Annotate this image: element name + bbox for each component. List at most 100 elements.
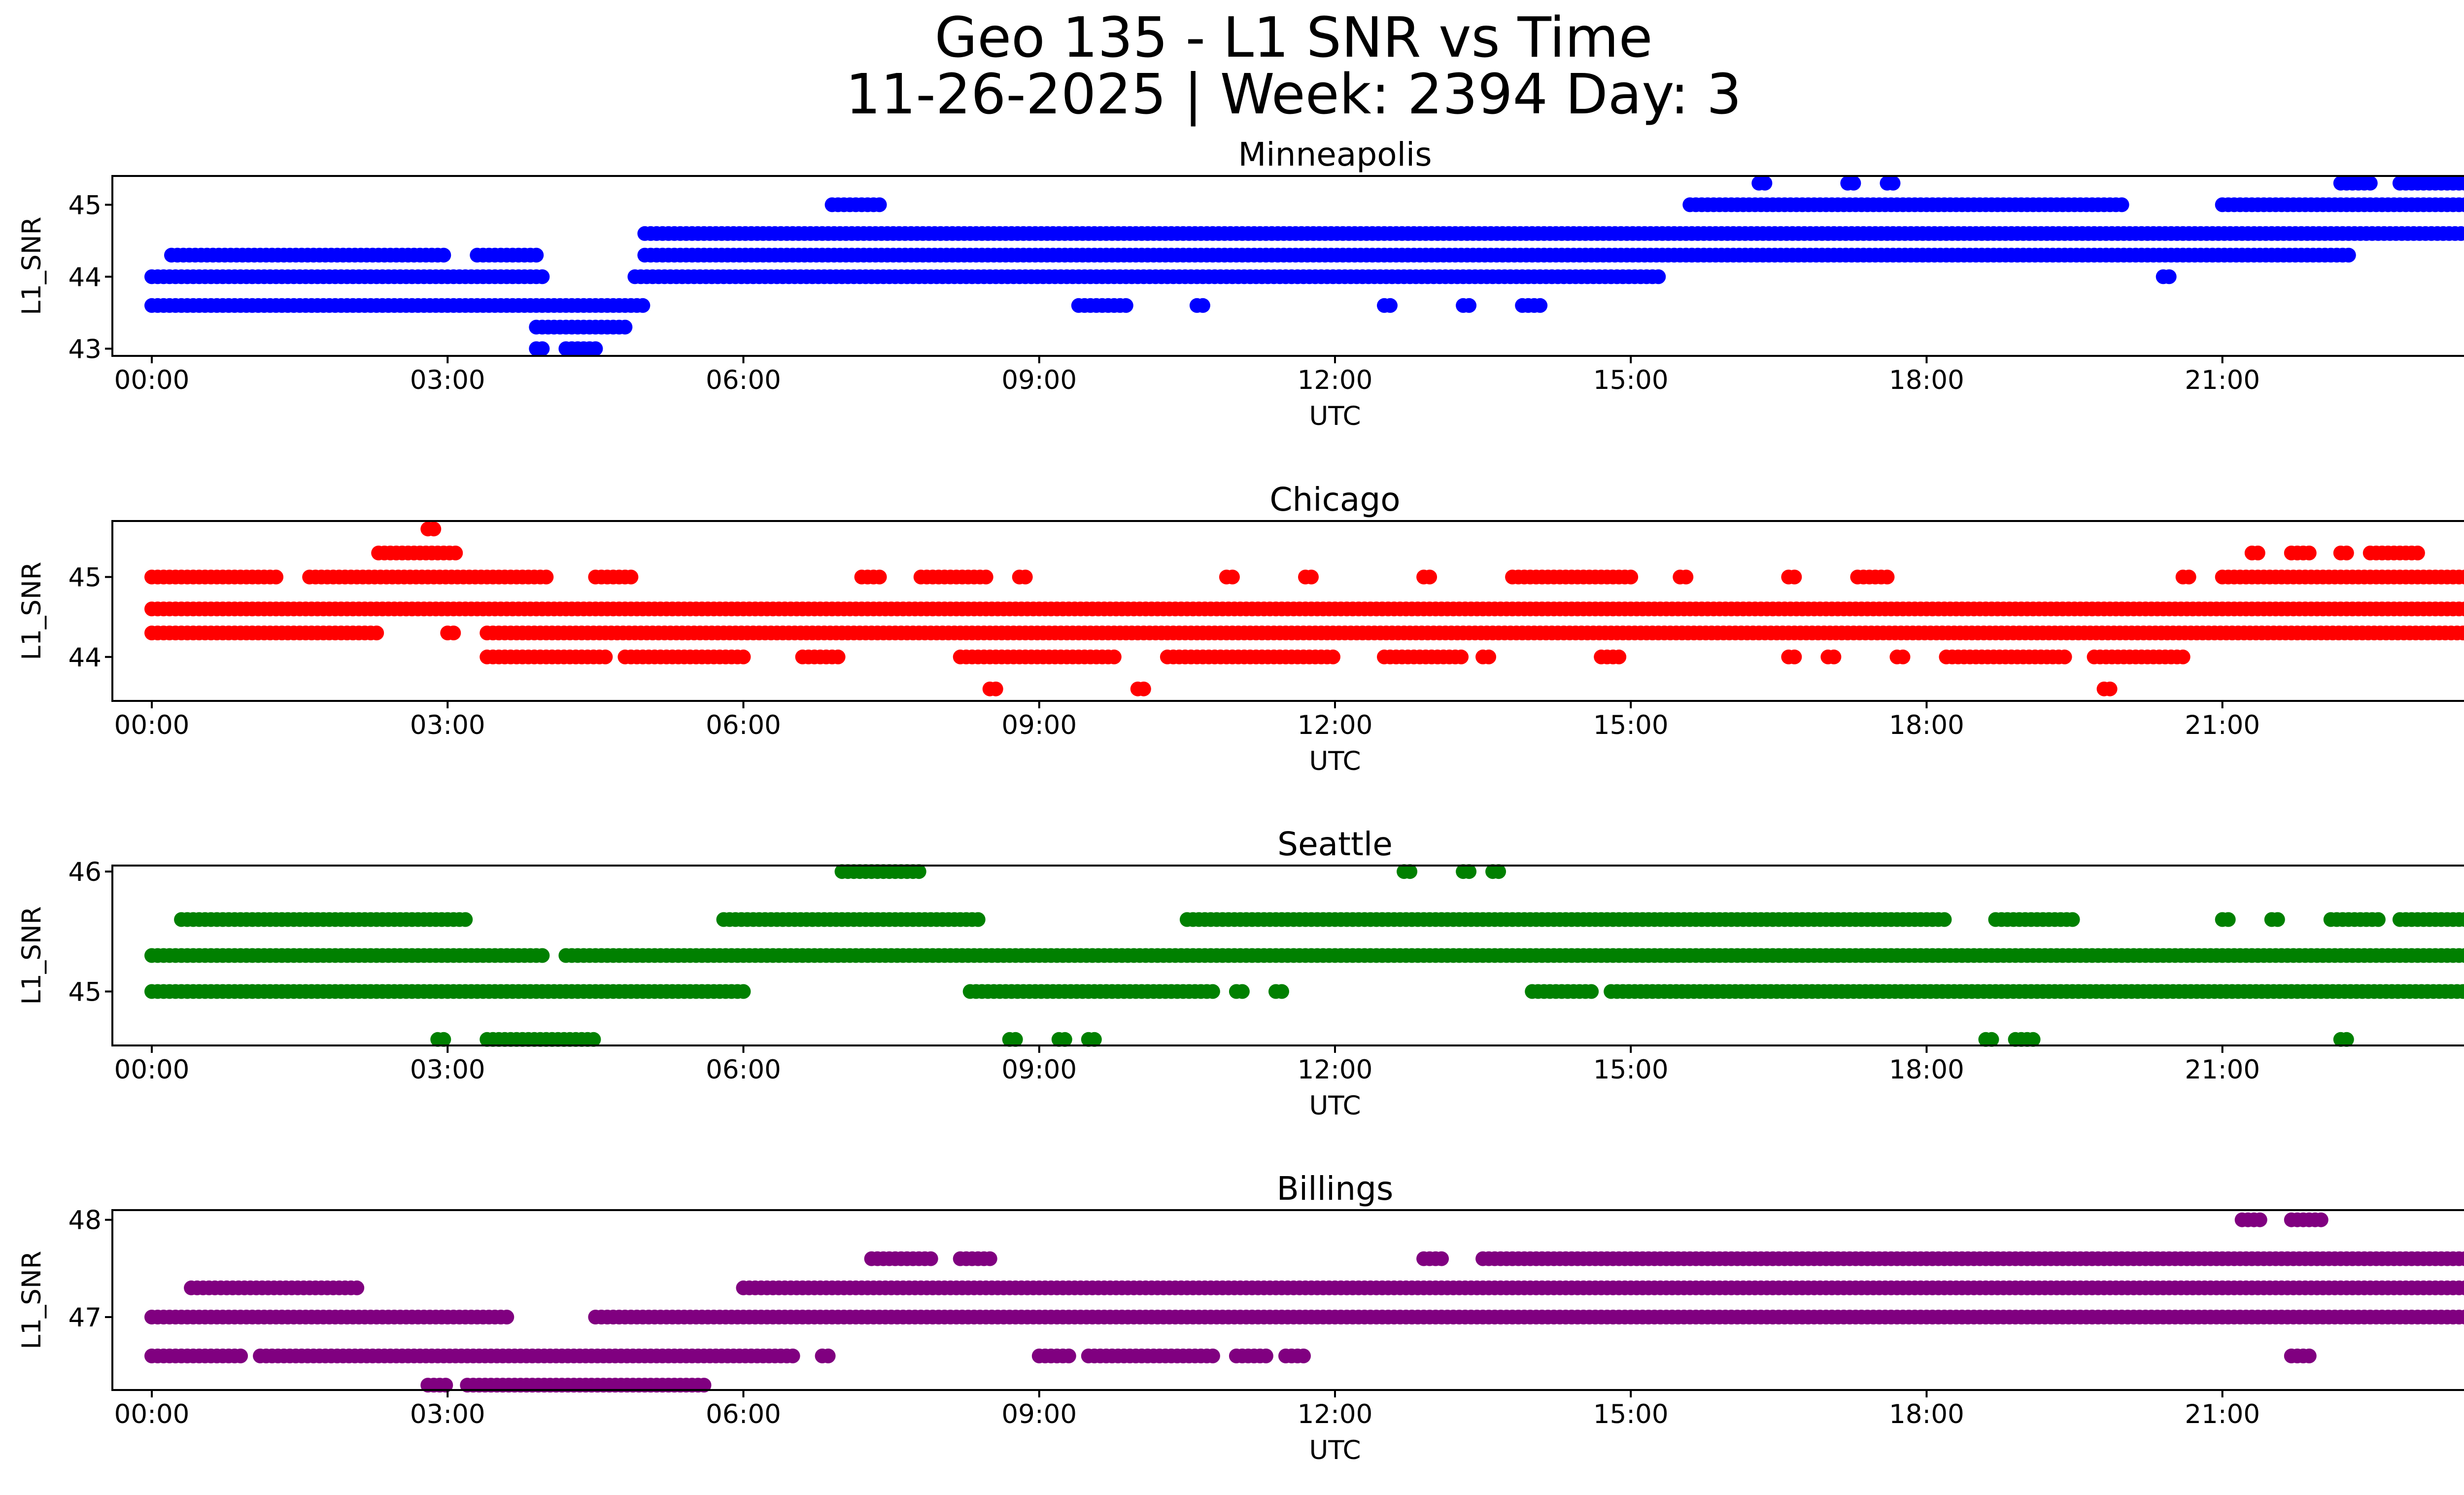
- data-point: [2461, 986, 2464, 997]
- y-tick-label: 43: [68, 334, 102, 364]
- data-point: [1018, 569, 1033, 585]
- data-point: [1454, 649, 1469, 664]
- x-tick-label: 00:00: [114, 1055, 190, 1085]
- data-point: [736, 984, 751, 999]
- data-point: [1205, 984, 1220, 999]
- data-point: [2301, 1348, 2317, 1363]
- data-point: [426, 522, 442, 537]
- data-point: [978, 569, 993, 585]
- x-axis-label: UTC: [1309, 1435, 1361, 1465]
- data-point: [2181, 569, 2196, 585]
- data-point: [2270, 912, 2285, 927]
- data-point: [1225, 569, 1240, 585]
- x-tick-label: 03:00: [410, 710, 485, 740]
- data-point: [535, 341, 550, 356]
- data-point: [1611, 649, 1627, 664]
- data-point: [1846, 175, 1861, 191]
- data-point: [1895, 649, 1911, 664]
- data-point: [2455, 984, 2464, 999]
- x-tick-label: 09:00: [1001, 1055, 1077, 1085]
- data-point: [2114, 197, 2129, 212]
- data-point: [2362, 175, 2378, 191]
- data-point: [2459, 227, 2464, 241]
- data-point: [2221, 912, 2236, 927]
- x-tick-label: 18:00: [1889, 710, 1964, 740]
- data-point: [821, 1348, 836, 1363]
- data-point: [923, 1251, 938, 1266]
- data-point: [1937, 912, 1952, 927]
- data-point: [2252, 1212, 2267, 1227]
- x-axis-label: UTC: [1309, 1091, 1361, 1121]
- data-point: [2301, 545, 2317, 560]
- data-point: [1234, 984, 1250, 999]
- data-point: [1383, 298, 1398, 313]
- x-tick-label: 09:00: [1001, 1399, 1077, 1429]
- x-tick-label: 06:00: [706, 1399, 781, 1429]
- data-point: [436, 247, 451, 263]
- data-point: [2457, 601, 2464, 617]
- x-tick-label: 03:00: [410, 1055, 485, 1085]
- scatter-series: [144, 175, 2464, 356]
- data-point: [785, 1348, 800, 1363]
- x-tick-label: 18:00: [1889, 365, 1964, 395]
- data-point: [1326, 649, 1340, 664]
- x-tick-label: 06:00: [706, 1055, 781, 1085]
- x-tick-label: 12:00: [1298, 365, 1373, 395]
- y-tick-label: 44: [68, 643, 102, 673]
- data-point: [535, 269, 550, 284]
- data-point: [970, 912, 986, 927]
- data-point: [1061, 1348, 1076, 1363]
- y-tick-label: 44: [68, 262, 102, 292]
- data-point: [1678, 569, 1694, 585]
- x-tick-label: 18:00: [1889, 1399, 1964, 1429]
- data-point: [1826, 649, 1842, 664]
- data-point: [2065, 912, 2080, 927]
- x-tick-label: 09:00: [1001, 710, 1077, 740]
- data-point: [448, 545, 463, 560]
- x-tick-label: 21:00: [2185, 1055, 2260, 1085]
- data-point: [872, 569, 887, 585]
- x-tick-label: 03:00: [410, 365, 485, 395]
- x-tick-label: 21:00: [2185, 710, 2260, 740]
- y-axis-label: L1_SNR: [17, 217, 47, 315]
- data-point: [736, 649, 751, 664]
- data-point: [2175, 649, 2190, 664]
- x-tick-label: 06:00: [706, 365, 781, 395]
- data-point: [233, 1348, 248, 1363]
- y-axis-label: L1_SNR: [17, 1251, 47, 1350]
- y-axis-label: L1_SNR: [17, 906, 47, 1005]
- y-tick-label: 46: [68, 857, 102, 887]
- data-point: [1757, 175, 1773, 191]
- data-point: [2457, 197, 2464, 212]
- subplot-title: Minneapolis: [1238, 136, 1432, 174]
- x-tick-label: 12:00: [1298, 710, 1373, 740]
- x-tick-label: 12:00: [1298, 1055, 1373, 1085]
- data-point: [1136, 681, 1151, 696]
- figure-title-line1: Geo 135 - L1 SNR vs Time: [934, 6, 1652, 70]
- data-point: [2461, 627, 2464, 639]
- data-point: [988, 681, 1003, 696]
- data-point: [539, 569, 554, 585]
- data-point: [2457, 175, 2464, 191]
- data-point: [446, 626, 461, 641]
- data-point: [2313, 1212, 2328, 1227]
- data-point: [1885, 175, 1901, 191]
- data-point: [2457, 569, 2464, 585]
- data-point: [2161, 269, 2177, 284]
- y-tick-label: 45: [68, 190, 102, 220]
- data-point: [1787, 569, 1802, 585]
- data-point: [269, 569, 284, 585]
- y-axis-label: L1_SNR: [17, 562, 47, 661]
- subplot-title: Chicago: [1269, 481, 1400, 519]
- x-axis-label: UTC: [1309, 746, 1361, 776]
- data-point: [2457, 948, 2464, 963]
- x-tick-label: 00:00: [114, 365, 190, 395]
- data-point: [1296, 1348, 1311, 1363]
- data-point: [2341, 247, 2356, 263]
- x-tick-label: 12:00: [1298, 1399, 1373, 1429]
- x-axis-label: UTC: [1309, 401, 1361, 431]
- figure-title-line2: 11-26-2025 | Week: 2394 Day: 3: [846, 63, 1742, 127]
